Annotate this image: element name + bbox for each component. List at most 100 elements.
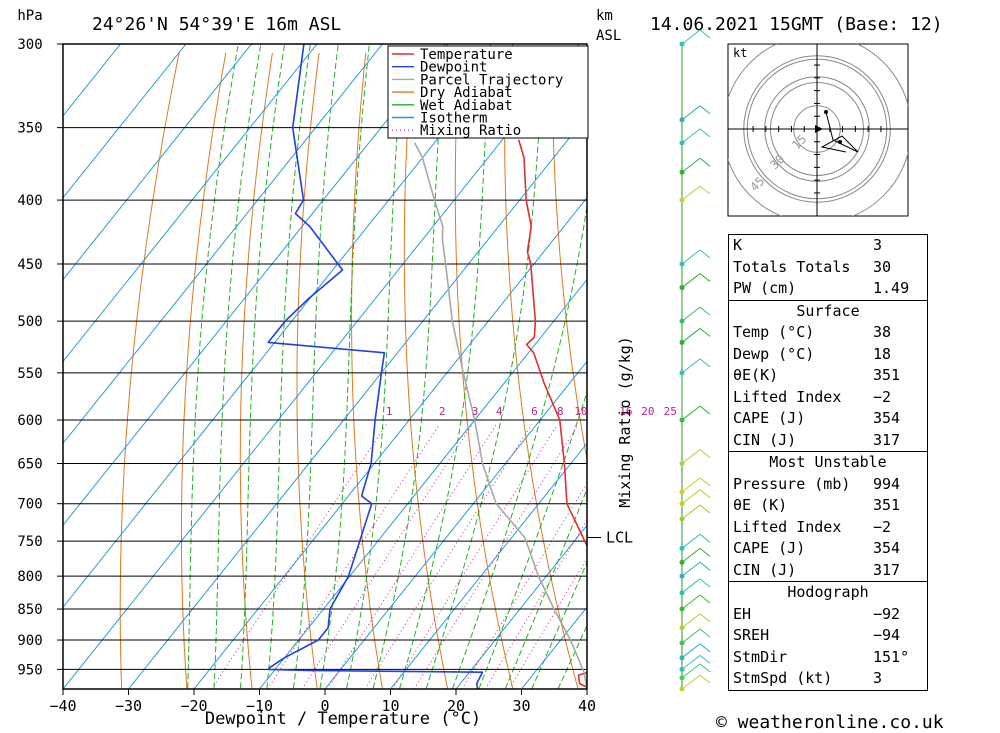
table-value: 351 [873,366,901,384]
mixing-ratio-label: 8 [557,405,564,418]
mixing-ratio-label: 6 [531,405,538,418]
y-tick-label: 750 [17,534,42,550]
dry-adiabat-line [403,52,449,689]
table-key: CIN (J) [733,430,797,449]
table-key: θE(K) [733,366,779,384]
wind-barb [681,674,701,690]
wind-barb [681,489,701,505]
y-tick-label: 450 [17,257,42,273]
wind-barb [681,594,701,610]
table-row: StmDir 151° [729,647,927,669]
mixing-ratio-line [508,557,587,689]
table-value: 1.49 [873,279,910,297]
hodograph-unit-label: kt [733,46,747,60]
wind-barb-flag [699,306,711,316]
wet-adiabat-line [213,44,262,689]
y-tick-label: 700 [17,497,42,513]
wet-adiabat-line [319,44,370,689]
table-section: Most Unstable Pressure (mb) 994 θE (K) 351 Li… [729,451,927,581]
dry-adiabat-line [296,52,320,689]
dry-adiabat-line [180,52,227,689]
wind-barb [681,561,701,577]
mixing-ratio-line [267,424,440,689]
hodograph-point [838,140,842,144]
x-tick-label: 0 [320,697,329,715]
table-value: 351 [873,496,901,514]
isotherm-line [455,524,587,689]
wind-barb [681,533,701,549]
mixing-ratio-label: 25 [664,405,677,418]
table-key: StmSpd (kt) [733,669,833,687]
dry-adiabat-line [239,52,273,689]
wind-barb-flag [699,128,711,138]
table-key: Lifted Index [733,387,842,406]
wind-barb-flag [699,477,711,487]
table-value: 317 [873,560,901,579]
wind-barb [681,405,701,421]
x-axis-title: Dewpoint / Temperature (°C) [205,709,481,729]
wind-barb-flag [699,578,711,588]
wind-barb [681,249,701,265]
wind-barb-flag [699,643,711,653]
table-value: 354 [873,539,901,557]
mixing-ratio-line [364,424,532,689]
table-row: Lifted Index −2 [729,517,927,539]
table-section-title: Surface [796,301,860,320]
table-value: 994 [873,474,901,493]
y-tick-label: 550 [17,366,42,382]
table-row: θE (K) 351 [729,495,927,517]
wet-adiabat-line [478,390,587,689]
lcl-label: LCL [606,528,633,546]
wind-barb [681,613,701,629]
table-key: θE (K) [733,496,788,514]
table-row: CAPE (J) 354 [729,408,927,430]
table-value: −94 [873,626,901,644]
legend-label: Temperature [420,47,513,63]
table-row: θE(K) 351 [729,365,927,387]
mixing-ratio-line [301,424,473,689]
mixing-ratio-axis-title: Mixing Ratio (g/kg) [616,336,634,508]
wind-barb [681,105,701,121]
table-row: EH −92 [729,604,927,626]
wind-barb-flag [699,628,711,638]
table-key: CAPE (J) [733,409,806,427]
table-value: 30 [873,257,892,276]
wind-barb-flag [699,328,711,337]
wind-barb-flag [699,548,711,557]
table-key: CIN (J) [733,560,797,579]
wind-barb [681,654,701,670]
wind-barb [681,128,701,144]
table-value: 317 [873,430,901,449]
wind-barb [681,157,701,173]
wet-adiabat-line [239,44,286,689]
wind-barb-flag [699,654,711,664]
table-row: SREH −94 [729,625,927,647]
wind-barb [681,29,701,45]
legend-label: Wet Adiabat [420,98,513,114]
wind-barb-flag [699,674,711,684]
wind-barb-flag [699,358,711,368]
dry-adiabat-line [454,52,514,689]
mixing-ratio-label: 10 [574,405,587,418]
wind-barb-flag [699,489,711,499]
isotherm-line [63,44,187,199]
isotherm-line [193,196,587,689]
y-tick-label: 800 [17,569,42,585]
table-row: Dewp (°C) 18 [729,344,927,366]
wind-barb-flag [699,594,711,604]
table-key: PW (cm) [733,279,797,297]
wind-barb [681,477,701,493]
table-value: 354 [873,409,901,427]
legend-label: Parcel Trajectory [420,72,563,88]
mixing-ratio-label: 20 [641,405,654,418]
indices-table: K 3 Totals Totals 30 PW (cm) 1.49 Surface Temp … [728,234,928,691]
y-tick-label: 850 [17,602,42,618]
table-value: 38 [873,323,892,341]
asl-unit-label: ASL [596,28,621,44]
table-key: StmDir [733,647,788,666]
legend-label: Dewpoint [420,60,487,76]
wind-barb-flag [699,185,711,195]
table-value: −2 [873,517,892,536]
